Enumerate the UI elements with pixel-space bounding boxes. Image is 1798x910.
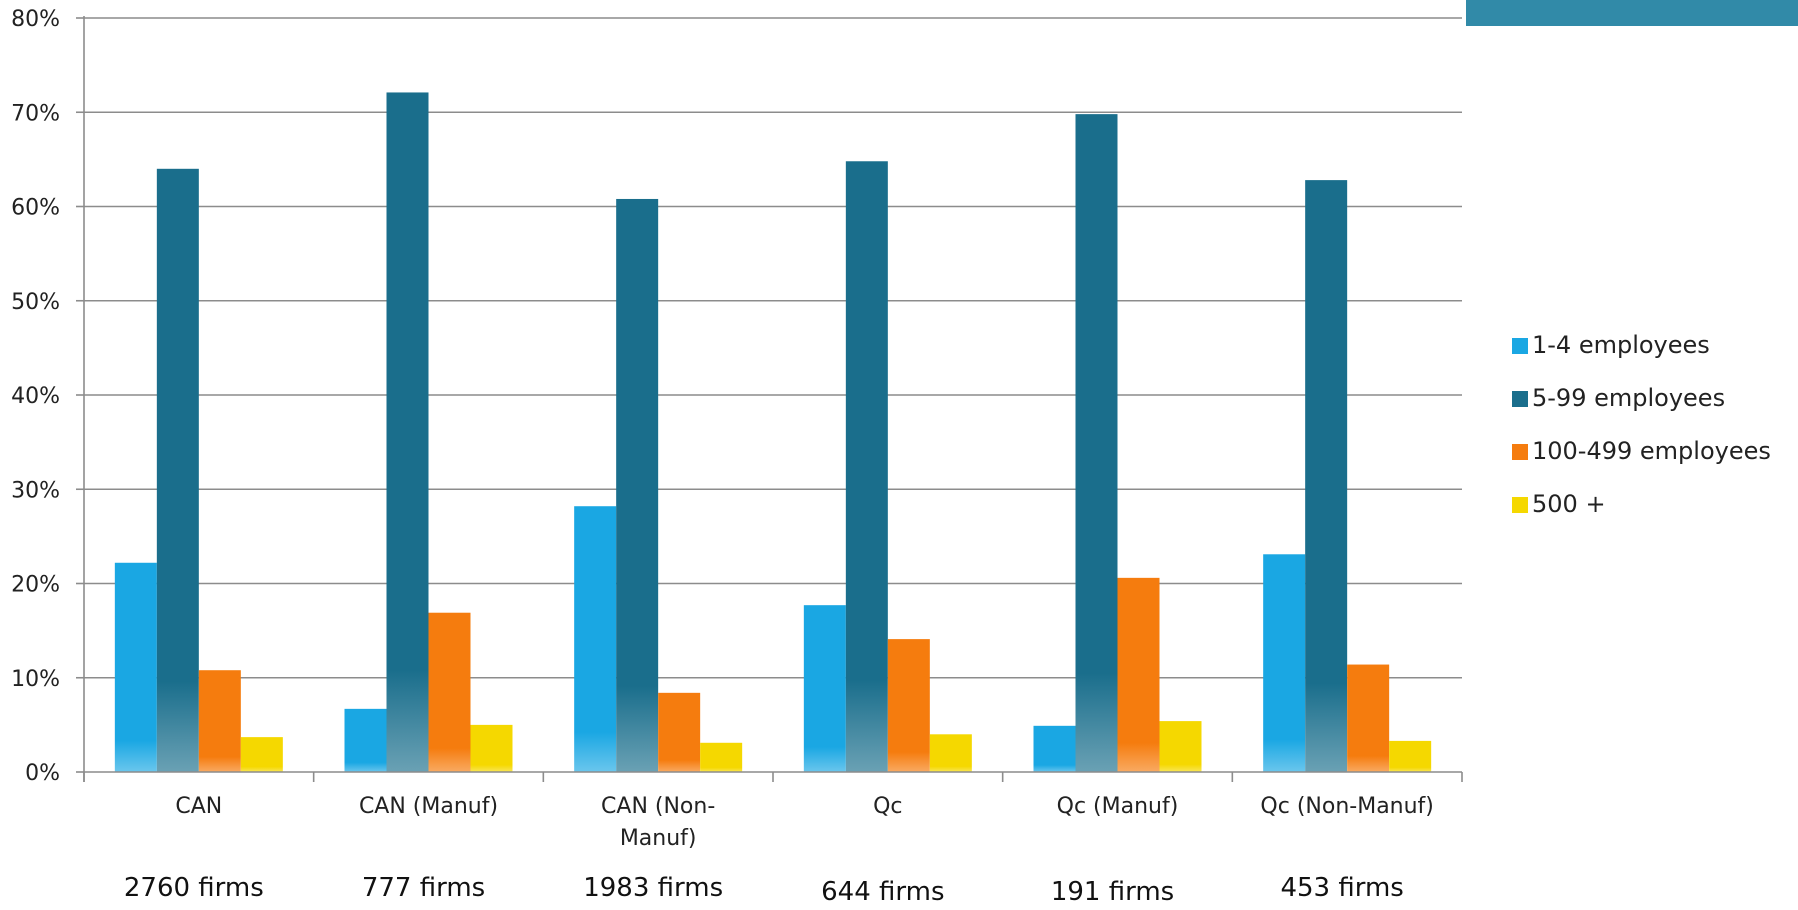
bar-100-499-employees: [658, 692, 701, 772]
legend-swatch: [1512, 444, 1528, 460]
y-tick-label: 30%: [11, 478, 60, 503]
firm-count-label: 644 firms: [821, 877, 944, 907]
bars: [114, 92, 1432, 773]
bar-500: [240, 737, 283, 772]
y-tick-label: 80%: [11, 7, 60, 32]
bar-500: [1159, 721, 1202, 772]
bar-500: [700, 742, 743, 772]
y-tick-label: 50%: [11, 290, 60, 315]
bar-5-99-employees: [1305, 180, 1348, 773]
bar-500: [929, 734, 972, 772]
header-accent-bar: [1466, 0, 1798, 26]
bar-100-499-employees: [1347, 664, 1390, 772]
legend-label: 1-4 employees: [1532, 331, 1710, 359]
x-category-label: CAN (Manuf): [359, 794, 498, 819]
firm-count-label: 453 firms: [1280, 873, 1403, 903]
y-tick-label: 60%: [11, 196, 60, 221]
bar-100-499-employees: [428, 612, 471, 772]
y-axis-ticks: 0% 10% 20% 30% 40% 50% 60% 70% 80%: [11, 7, 84, 786]
legend-label: 5-99 employees: [1532, 384, 1725, 412]
firm-count-label: 191 firms: [1051, 877, 1174, 907]
bar-1-4-employees: [114, 562, 157, 772]
x-category-label: CAN (Non-Manuf): [601, 794, 715, 851]
y-tick-label: 10%: [11, 667, 60, 692]
legend-swatch: [1512, 497, 1528, 513]
y-tick-label: 70%: [11, 101, 60, 126]
bar-1-4-employees: [574, 506, 617, 772]
bar-500: [1389, 740, 1432, 772]
bar-1-4-employees: [1033, 725, 1076, 772]
x-category-label: Qc: [873, 794, 902, 819]
bar-5-99-employees: [386, 92, 429, 772]
y-tick-label: 40%: [11, 384, 60, 409]
firm-count-label: 2760 firms: [124, 873, 264, 903]
x-category-label: CAN: [175, 794, 222, 819]
x-axis-labels: CAN CAN (Manuf) CAN (Non-Manuf) Qc Qc (Manuf…: [175, 794, 1434, 851]
y-tick-label: 20%: [11, 573, 60, 598]
gridlines: [84, 17, 1462, 679]
bar-5-99-employees: [156, 168, 199, 773]
legend-swatch: [1512, 338, 1528, 354]
bar-5-99-employees: [1075, 114, 1118, 772]
x-category-label: Qc (Manuf): [1057, 794, 1179, 819]
firm-count-label: 1983 firms: [583, 873, 723, 903]
legend-label: 500 +: [1532, 490, 1606, 518]
legend: 1-4 employees 5-99 employees 100-499 emplo…: [1512, 331, 1771, 518]
bar-5-99-employees: [845, 161, 888, 772]
bar-100-499-employees: [1117, 577, 1160, 772]
bar-1-4-employees: [803, 605, 846, 772]
bar-100-499-employees: [887, 639, 930, 772]
bar-1-4-employees: [1263, 554, 1306, 772]
x-category-label: Qc (Non-Manuf): [1260, 794, 1433, 819]
bar-5-99-employees: [616, 198, 659, 772]
legend-swatch: [1512, 391, 1528, 407]
bar-500: [470, 724, 513, 772]
bar-1-4-employees: [344, 708, 387, 772]
bar-100-499-employees: [198, 670, 241, 772]
y-tick-label: 0%: [25, 761, 60, 786]
axes: [83, 16, 1463, 782]
legend-label: 100-499 employees: [1532, 437, 1771, 465]
firm-count-label: 777 firms: [362, 873, 485, 903]
firm-count-labels: 2760 firms 777 firms 1983 firms 644 firms 19…: [124, 873, 1404, 907]
